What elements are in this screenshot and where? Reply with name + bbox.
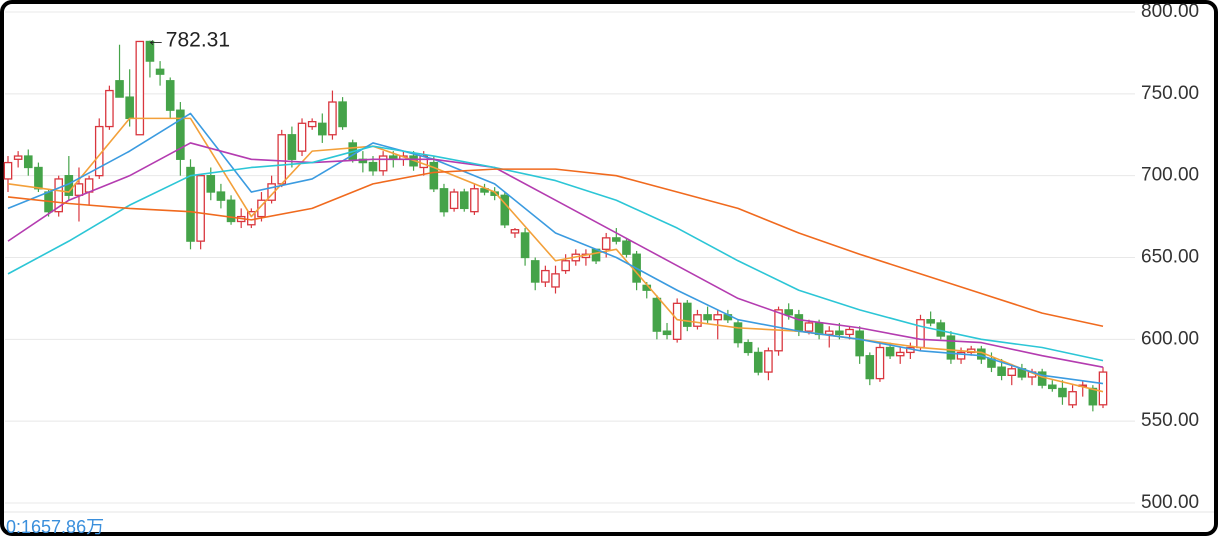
candle-body [804, 322, 814, 332]
candle-body [125, 96, 134, 120]
ma-line [7, 117, 1104, 393]
candle-body [145, 40, 155, 62]
candle-body [54, 178, 63, 213]
candle-body [318, 122, 327, 136]
candle-body [1068, 391, 1077, 406]
candle-body [247, 211, 256, 226]
candle-body [84, 178, 94, 193]
candle-body [176, 109, 185, 160]
candle-body [338, 101, 347, 128]
y-tick-label: 800.00 [1141, 1, 1199, 22]
candle-body [216, 191, 226, 201]
candle-body [997, 366, 1006, 376]
candle-body [257, 199, 266, 218]
candle-body [510, 229, 520, 234]
candle-body [1088, 387, 1098, 406]
candle-body [105, 89, 114, 128]
candle-body [155, 68, 165, 75]
candle-body [13, 155, 23, 160]
candle-body [459, 191, 469, 210]
candle-body [267, 183, 276, 201]
candle-body [622, 240, 631, 255]
candle-body [186, 166, 195, 242]
candle-body [764, 350, 773, 373]
candle-body [885, 346, 895, 357]
y-tick-label: 500.00 [1141, 492, 1199, 513]
candle-body [1007, 368, 1017, 376]
candle-body [287, 134, 297, 160]
candle-body [612, 237, 621, 242]
ma-line [7, 142, 1104, 368]
candle-body [135, 40, 145, 136]
candle-body [520, 232, 530, 259]
candle-body [743, 341, 753, 354]
candle-body [3, 161, 13, 180]
candle-body [23, 155, 33, 169]
candle-body [470, 188, 479, 213]
candle-body [693, 314, 702, 327]
candle-body [703, 314, 712, 321]
volume-label: 0:1657.86万 [6, 517, 104, 536]
ma-line [7, 112, 1104, 385]
candle-body [855, 330, 864, 357]
candle-body [662, 330, 672, 336]
candle-body [713, 314, 723, 321]
candle-body [226, 199, 236, 223]
y-tick-label: 650.00 [1141, 247, 1199, 268]
y-tick-label: 700.00 [1141, 165, 1199, 186]
candle-body [895, 351, 905, 357]
ma-line [7, 168, 1104, 328]
candle-body [368, 161, 378, 172]
candle-body [429, 161, 439, 190]
candle-body [601, 237, 611, 250]
candle-body [835, 330, 844, 336]
candle-body [865, 355, 875, 380]
candle-body [845, 328, 854, 336]
candle-body [196, 175, 205, 242]
candle-body [814, 322, 824, 336]
candle-body [946, 335, 956, 360]
candle-body [439, 188, 449, 213]
candle-body [824, 330, 834, 336]
candle-body [500, 194, 510, 226]
candle-body [277, 134, 287, 185]
y-tick-label: 550.00 [1141, 410, 1199, 431]
candle-body [34, 166, 43, 190]
max-arrow: ← [146, 29, 166, 51]
candle-body [683, 302, 692, 327]
candle-body [115, 80, 124, 98]
candle-body [875, 346, 885, 380]
candle-body [328, 101, 337, 136]
candle-body [926, 319, 935, 324]
candle-body [551, 273, 560, 288]
candle-body [165, 80, 175, 111]
candle-body [297, 122, 307, 152]
y-tick-label: 750.00 [1141, 83, 1199, 104]
y-tick-label: 600.00 [1141, 328, 1199, 349]
candle-body [1098, 371, 1108, 406]
candle-body [1058, 387, 1067, 398]
ma-line [7, 145, 1104, 362]
candle-body [541, 269, 550, 283]
candle-body [530, 260, 540, 283]
candle-body [206, 175, 216, 193]
candle-body [74, 183, 84, 196]
candle-body [916, 319, 925, 349]
candle-body [449, 191, 459, 210]
candle-body [378, 155, 388, 172]
candle-body [956, 351, 966, 360]
candle-body [672, 302, 682, 340]
candle-body [733, 322, 743, 344]
candle-body [561, 260, 570, 272]
candle-body [307, 121, 317, 128]
candle-body [753, 351, 763, 373]
candle-body [652, 297, 662, 332]
candle-body [1048, 384, 1057, 390]
candle-body [784, 309, 793, 316]
candle-body [794, 314, 804, 332]
max-label: 782.31 [166, 28, 230, 51]
